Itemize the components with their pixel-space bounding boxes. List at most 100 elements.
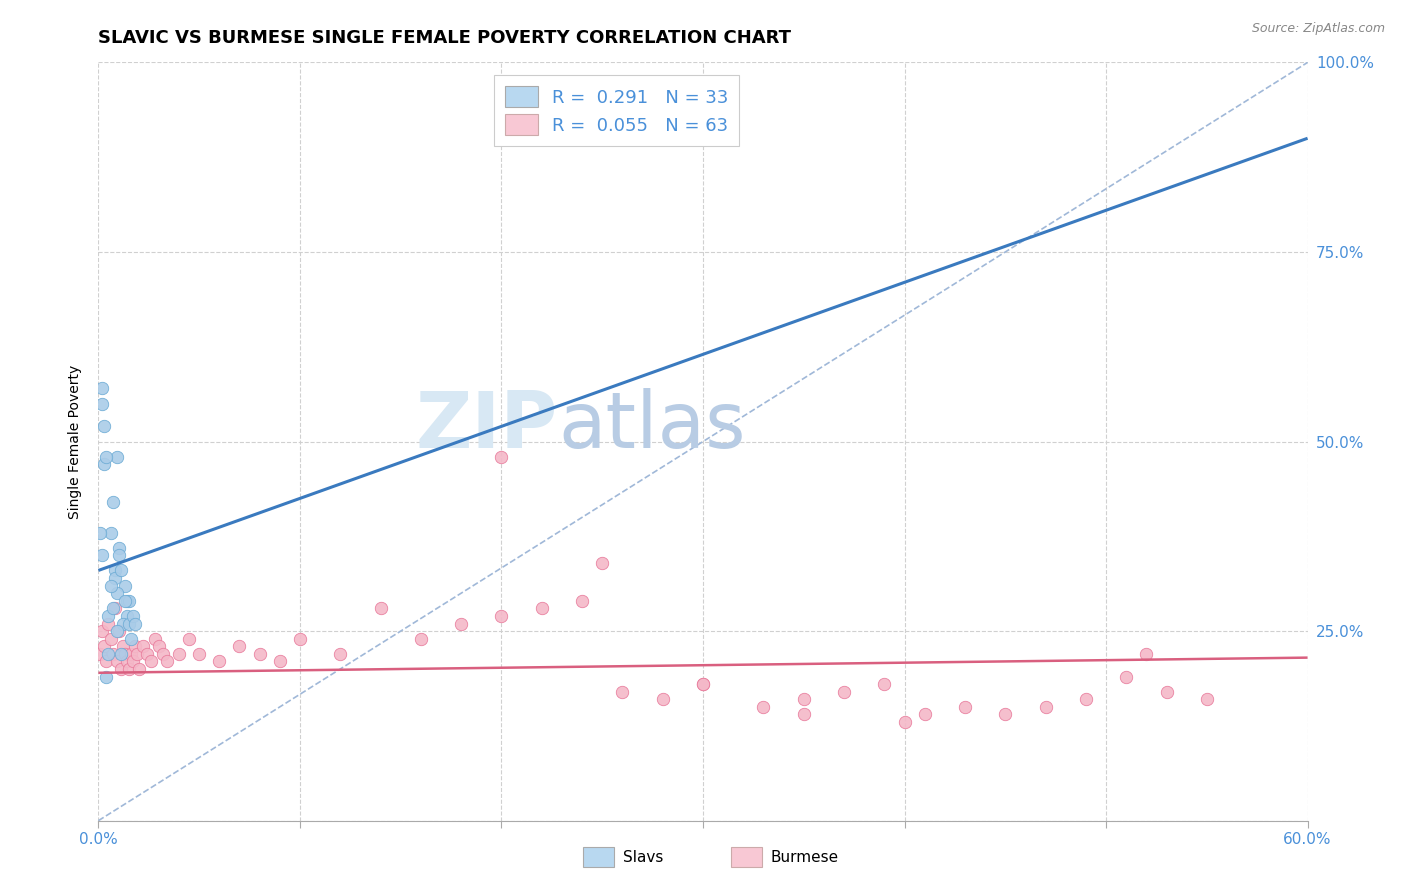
- Legend: R =  0.291   N = 33, R =  0.055   N = 63: R = 0.291 N = 33, R = 0.055 N = 63: [495, 75, 740, 146]
- Point: [100, 525, 122, 540]
- Point: [288, 632, 311, 646]
- Point: [1135, 647, 1157, 661]
- Point: [124, 639, 146, 653]
- Point: [111, 639, 134, 653]
- Point: [118, 662, 141, 676]
- Point: [188, 647, 211, 661]
- Text: Source: ZipAtlas.com: Source: ZipAtlas.com: [1251, 22, 1385, 36]
- Point: [96, 450, 118, 464]
- Point: [101, 647, 124, 661]
- Point: [651, 692, 673, 706]
- Point: [269, 655, 291, 669]
- Point: [100, 632, 122, 646]
- Point: [1156, 685, 1178, 699]
- Y-axis label: Single Female Poverty: Single Female Poverty: [69, 365, 83, 518]
- Point: [208, 655, 231, 669]
- Point: [107, 624, 129, 639]
- Text: SLAVIC VS BURMESE SINGLE FEMALE POVERTY CORRELATION CHART: SLAVIC VS BURMESE SINGLE FEMALE POVERTY …: [98, 29, 792, 47]
- Point: [752, 699, 775, 714]
- Point: [228, 639, 250, 653]
- Text: Slavs: Slavs: [623, 850, 664, 864]
- Point: [110, 564, 132, 578]
- Point: [93, 458, 115, 472]
- Point: [118, 616, 141, 631]
- Point: [139, 655, 162, 669]
- Point: [873, 677, 896, 691]
- Point: [120, 632, 142, 646]
- Point: [370, 601, 392, 615]
- Point: [152, 647, 174, 661]
- Point: [128, 662, 150, 676]
- Point: [111, 616, 134, 631]
- Point: [121, 608, 143, 623]
- Point: [89, 647, 111, 661]
- Point: [91, 548, 114, 563]
- Point: [1074, 692, 1097, 706]
- Point: [179, 632, 201, 646]
- Point: [591, 556, 613, 570]
- Point: [105, 586, 128, 600]
- Point: [249, 647, 271, 661]
- Text: Burmese: Burmese: [770, 850, 838, 864]
- Point: [132, 639, 155, 653]
- Point: [101, 495, 124, 509]
- Point: [101, 601, 124, 615]
- Point: [96, 655, 118, 669]
- Point: [107, 548, 129, 563]
- Point: [105, 655, 128, 669]
- Point: [530, 601, 553, 615]
- Point: [491, 608, 513, 623]
- Point: [110, 662, 132, 676]
- Point: [118, 594, 141, 608]
- Point: [156, 655, 179, 669]
- Point: [93, 419, 115, 434]
- Point: [329, 647, 352, 661]
- Point: [114, 647, 136, 661]
- Point: [105, 624, 128, 639]
- Point: [96, 669, 118, 683]
- Point: [793, 692, 815, 706]
- Point: [143, 632, 166, 646]
- Point: [115, 594, 138, 608]
- Point: [100, 579, 122, 593]
- Point: [114, 579, 136, 593]
- Point: [135, 647, 157, 661]
- Point: [167, 647, 190, 661]
- Point: [103, 571, 125, 585]
- Point: [793, 707, 815, 722]
- Point: [692, 677, 714, 691]
- Point: [115, 655, 138, 669]
- Point: [103, 564, 125, 578]
- Point: [110, 647, 132, 661]
- Point: [97, 647, 120, 661]
- Point: [148, 639, 170, 653]
- Point: [1115, 669, 1137, 683]
- Point: [409, 632, 432, 646]
- Point: [953, 699, 976, 714]
- Point: [832, 685, 855, 699]
- Point: [107, 541, 129, 555]
- Point: [97, 608, 120, 623]
- Text: ZIP: ZIP: [416, 388, 558, 465]
- Point: [120, 647, 142, 661]
- Point: [1195, 692, 1218, 706]
- Point: [89, 525, 111, 540]
- Point: [914, 707, 936, 722]
- Point: [612, 685, 634, 699]
- Point: [115, 608, 138, 623]
- Point: [450, 616, 472, 631]
- Point: [103, 601, 125, 615]
- Point: [93, 639, 115, 653]
- Point: [571, 594, 593, 608]
- Point: [1035, 699, 1057, 714]
- Point: [994, 707, 1017, 722]
- Point: [105, 450, 128, 464]
- Point: [114, 594, 136, 608]
- Point: [491, 450, 513, 464]
- Point: [97, 616, 120, 631]
- Point: [91, 396, 114, 410]
- Point: [121, 655, 143, 669]
- Point: [893, 715, 915, 730]
- Point: [91, 382, 114, 396]
- Point: [91, 624, 114, 639]
